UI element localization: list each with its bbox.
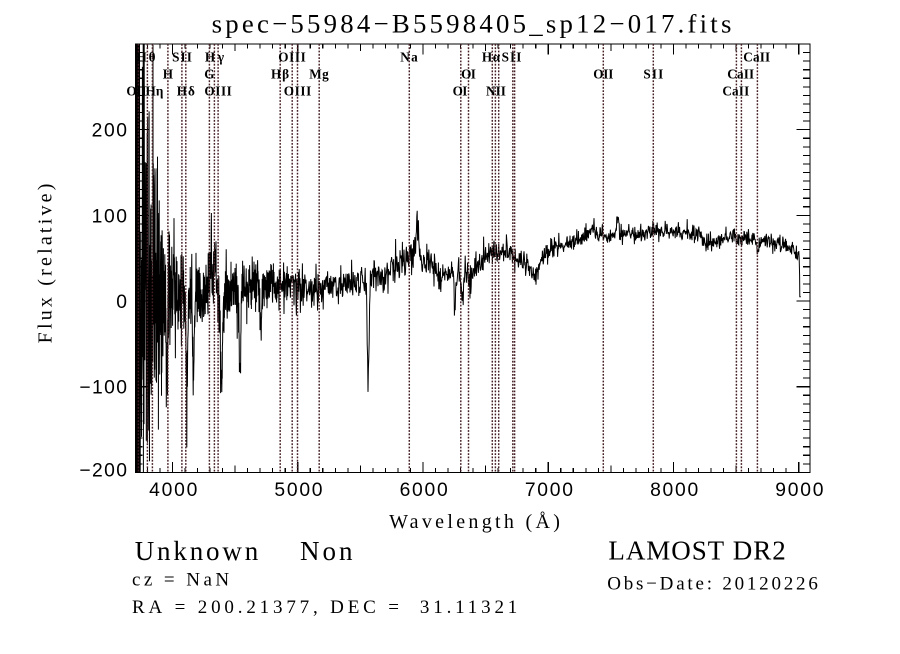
svg-text:Unknown: Unknown [135, 536, 261, 566]
svg-text:OII: OII [593, 67, 613, 82]
svg-text:CaII: CaII [727, 67, 754, 82]
svg-text:Hθ: Hθ [136, 50, 157, 65]
svg-text:7000: 7000 [525, 480, 575, 501]
svg-text:−100: −100 [79, 378, 128, 399]
svg-text:Mg: Mg [309, 67, 329, 82]
svg-text:9000: 9000 [775, 480, 825, 501]
svg-text:6000: 6000 [400, 480, 450, 501]
svg-text:Hβ: Hβ [271, 67, 290, 82]
svg-text:OII: OII [126, 84, 146, 99]
svg-text:cz = NaN: cz = NaN [132, 569, 232, 590]
svg-text:−200: −200 [79, 460, 128, 481]
svg-text:Hα: Hα [482, 50, 501, 65]
svg-text:Flux (relative): Flux (relative) [35, 180, 57, 343]
svg-text:RA = 200.21377, DEC = 31.1132: RA = 200.21377, DEC = 31.11321 [132, 597, 521, 618]
svg-text:spec−55984−B5598405_sp12−017.f: spec−55984−B5598405_sp12−017.fits [212, 8, 735, 38]
svg-text:OIII: OIII [204, 84, 232, 99]
svg-text:NII: NII [486, 84, 506, 99]
svg-text:Non: Non [300, 536, 356, 566]
svg-text:G: G [204, 67, 214, 82]
svg-text:8000: 8000 [650, 480, 700, 501]
svg-text:100: 100 [92, 206, 129, 227]
svg-text:SII: SII [502, 50, 523, 65]
svg-text:Hγ: Hγ [205, 50, 227, 65]
svg-text:SII: SII [172, 50, 193, 65]
svg-text:Hδ: Hδ [177, 84, 196, 99]
svg-text:OIII: OIII [284, 84, 312, 99]
svg-text:LAMOST DR2: LAMOST DR2 [608, 536, 786, 566]
svg-text:OIII: OIII [278, 50, 306, 65]
svg-text:Hη: Hη [146, 84, 164, 99]
svg-text:4000: 4000 [149, 480, 199, 501]
svg-text:CaII: CaII [743, 50, 770, 65]
svg-text:200: 200 [92, 121, 129, 142]
svg-text:OI: OI [453, 84, 468, 99]
svg-text:CaII: CaII [722, 84, 749, 99]
svg-text:Wavelength (Å): Wavelength (Å) [389, 511, 563, 533]
svg-text:5000: 5000 [274, 480, 324, 501]
svg-text:0: 0 [116, 292, 128, 313]
svg-text:SII: SII [643, 67, 664, 82]
svg-text:OI: OI [461, 67, 476, 82]
svg-text:Obs−Date: 20120226: Obs−Date: 20120226 [607, 573, 820, 594]
svg-text:Na: Na [400, 50, 419, 65]
